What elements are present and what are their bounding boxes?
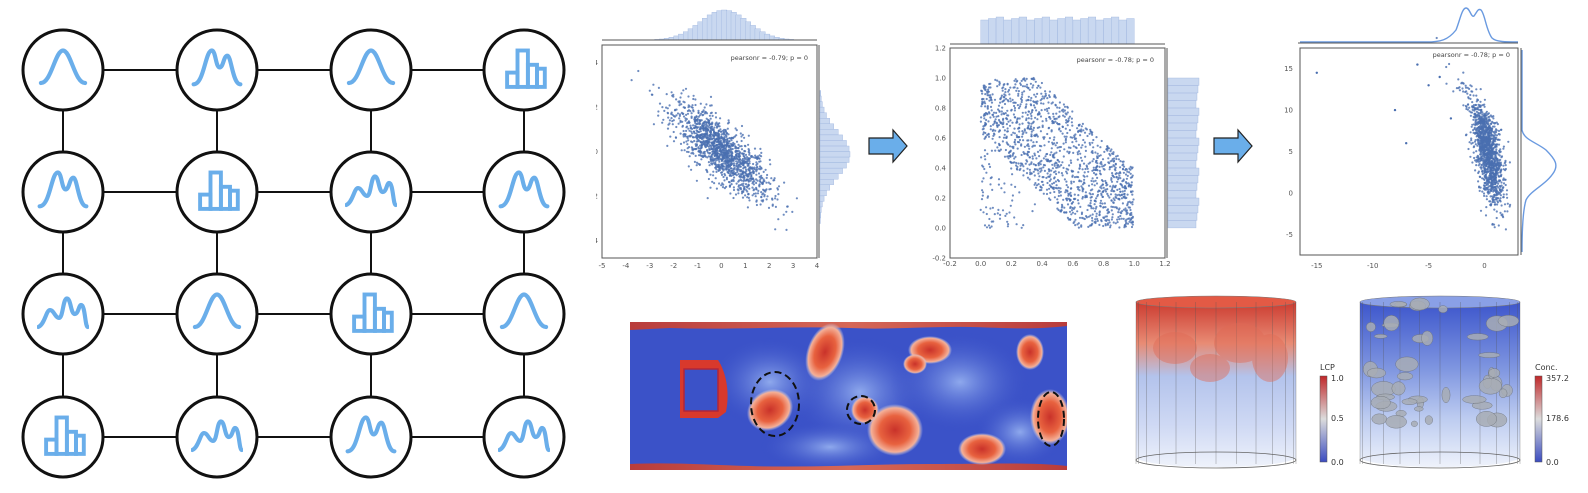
flow-field-map (630, 322, 1067, 470)
marginal-histogram-right (819, 90, 851, 224)
x-tick-label: -1 (694, 262, 701, 270)
grid-node (482, 150, 566, 234)
grid-node (482, 28, 566, 112)
colorbar-tick: 0.0 (1546, 458, 1559, 467)
x-tick-label: -0.2 (943, 260, 957, 268)
scatter-panel-1: pearsonr = -0.79; p = 0 -5 -4 -3 -2 -1 0 1 2 3 4 4… (596, 9, 851, 270)
y-tick-label: 0 (1289, 189, 1293, 197)
y-tick-label: 10 (1284, 107, 1293, 115)
y-tick-label: 5 (1289, 148, 1293, 156)
grid-node (329, 150, 413, 234)
x-tick-label: 3 (791, 262, 795, 270)
colorbar-concentration: Conc. 357.2 178.6 0.0 (1534, 363, 1569, 467)
grid-node (175, 28, 259, 112)
marginal-histogram-top (649, 9, 795, 41)
pearson-stat: pearsonr = -0.78; p = 0 (1433, 51, 1510, 59)
x-tick-label: -3 (646, 262, 653, 270)
grid-node (482, 395, 566, 479)
x-tick-label: 0.2 (1006, 260, 1017, 268)
arrow-right-icon (868, 128, 908, 164)
scatter-panels: pearsonr = -0.79; p = 0 -5-4-3-2-1012344… (596, 7, 1557, 270)
colorbar-tick: 178.6 (1546, 414, 1569, 423)
scatter-panel-2: pearsonr = -0.78; p = 0 -0.2 0.0 0.2 0.4 0.6… (932, 16, 1200, 268)
cylinder-concentration (1359, 295, 1521, 469)
y-tick-label: 15 (1284, 65, 1293, 73)
colorbar-lcp: LCP 1.0 0.5 0.0 (1319, 363, 1344, 467)
plot-frame (601, 44, 818, 259)
y-tick-label: 1.2 (935, 45, 946, 53)
y-tick-label: 0.0 (935, 225, 946, 233)
colorbar-tick: 1.0 (1331, 374, 1344, 383)
y-tick-label: -4 (596, 237, 599, 245)
marginal-histogram-right (1167, 77, 1200, 229)
plot-frame (949, 47, 1166, 259)
grid-node (175, 150, 259, 234)
pearson-stat: pearsonr = -0.78; p = 0 (1077, 56, 1154, 64)
grid-node (482, 272, 566, 356)
colorbar-tick: 0.0 (1331, 458, 1344, 467)
colorbar-title: Conc. (1535, 363, 1558, 372)
marginal-kde-right (1521, 50, 1557, 253)
grid-edges (62, 69, 525, 438)
y-tick-label: -0.2 (932, 255, 946, 263)
x-tick-label: -4 (622, 262, 630, 270)
y-tick-label: 4 (596, 59, 599, 67)
grid-node (329, 395, 413, 479)
grid-node (21, 272, 105, 356)
x-tick-label: -15 (1311, 262, 1322, 270)
colorbar-title: LCP (1320, 363, 1335, 372)
x-tick-label: 0.0 (975, 260, 986, 268)
x-tick-label: 0.8 (1098, 260, 1109, 268)
colorbar-tick: 0.5 (1331, 414, 1344, 423)
grid-node (175, 395, 259, 479)
grid-node (329, 28, 413, 112)
y-tick-label: 0.8 (935, 105, 946, 113)
scatter-points (1315, 36, 1512, 231)
grid-node (175, 272, 259, 356)
x-tick-label: 4 (815, 262, 820, 270)
marginal-kde-top (1300, 7, 1519, 43)
x-tick-label: 0 (1482, 262, 1486, 270)
x-tick-label: 1 (743, 262, 747, 270)
grid-node (21, 28, 105, 112)
y-tick-label: 0.4 (935, 165, 947, 173)
annotation-circles (750, 371, 1065, 447)
cylinder-lcp (1135, 295, 1297, 469)
scatter-points (979, 76, 1135, 229)
grid-node (21, 395, 105, 479)
marginal-histogram-top (980, 16, 1135, 45)
scatter-points (630, 69, 798, 231)
x-tick-label: 1.2 (1159, 260, 1170, 268)
x-tick-label: -5 (1425, 262, 1432, 270)
scatter-panel-3: pearsonr = -0.78; p = 0 -15 -10 -5 0 15 10 5 0 -… (1284, 7, 1557, 270)
obstacle-square (683, 368, 719, 412)
grid-node (329, 272, 413, 356)
colorbar-tick: 357.2 (1546, 374, 1569, 383)
x-tick-label: 0.6 (1067, 260, 1079, 268)
x-tick-label: 0.4 (1037, 260, 1049, 268)
plot-frame (1299, 47, 1519, 256)
vortex-blobs (746, 323, 1067, 465)
y-tick-label: -2 (596, 192, 598, 200)
distribution-grid-graph (21, 28, 566, 479)
x-tick-label: 0 (719, 262, 723, 270)
y-tick-label: 1.0 (935, 75, 946, 83)
x-tick-label: -10 (1367, 262, 1378, 270)
y-tick-label: 2 (596, 104, 598, 112)
y-tick-label: 0.6 (935, 135, 947, 143)
pearson-stat: pearsonr = -0.79; p = 0 (731, 54, 808, 62)
x-tick-label: 1.0 (1129, 260, 1140, 268)
y-tick-label: 0.2 (935, 195, 946, 203)
y-tick-label: 0 (596, 148, 598, 156)
volume-renderings: LCP 1.0 0.5 0.0 Conc. 357.2 178.6 0.0 (1135, 295, 1569, 469)
arrow-right-icon (1213, 128, 1253, 164)
y-tick-label: -5 (1286, 231, 1293, 239)
grid-nodes (21, 28, 566, 479)
x-tick-label: 2 (767, 262, 771, 270)
grid-node (21, 150, 105, 234)
x-tick-label: -2 (670, 262, 677, 270)
x-tick-label: -5 (599, 262, 606, 270)
